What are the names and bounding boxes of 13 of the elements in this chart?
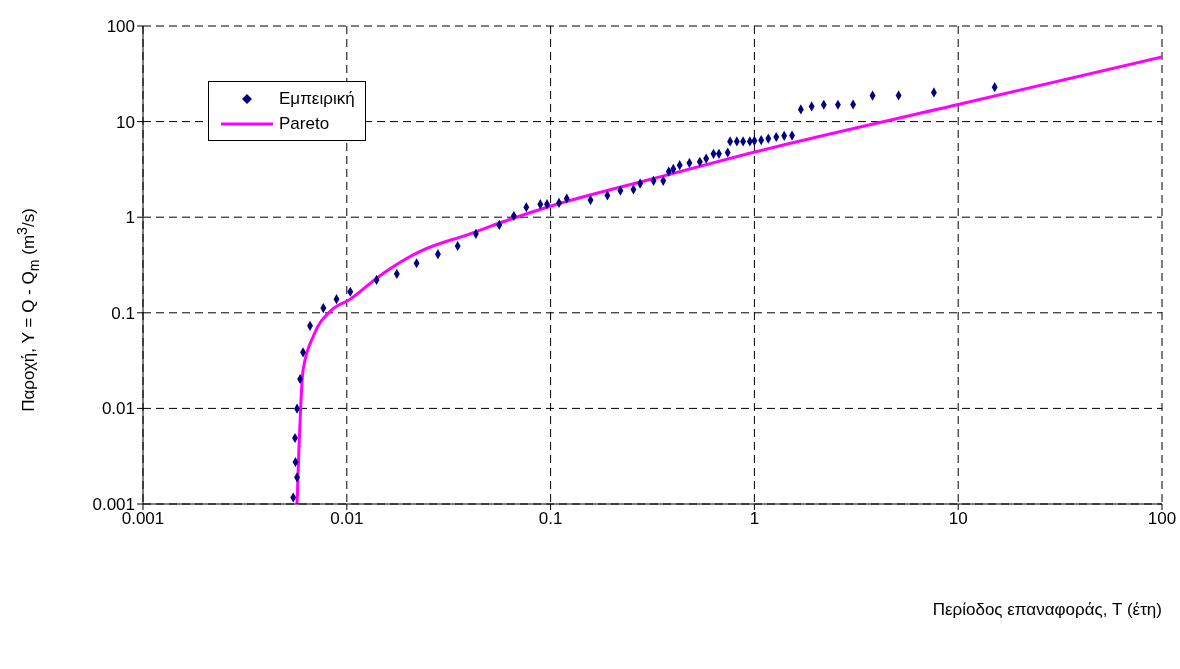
x-axis-title: Περίοδος επαναφοράς, T (έτη) — [932, 600, 1162, 620]
x-tick-label: 100 — [1147, 509, 1177, 529]
y-tick-label: 0.01 — [101, 399, 135, 419]
x-tick-label: 0.01 — [330, 509, 364, 529]
x-tick-label: 0.1 — [538, 509, 563, 529]
y-tick-label: 100 — [106, 17, 135, 37]
y-tick-label: 0.1 — [111, 303, 135, 323]
y-tick-label: 1 — [125, 208, 135, 228]
x-tick-label: 1 — [749, 509, 760, 529]
legend-label: Εμπειρική — [279, 88, 355, 109]
y-tick-label: 10 — [116, 112, 135, 132]
x-tick-label: 10 — [948, 509, 968, 529]
legend-label: Pareto — [279, 113, 330, 134]
